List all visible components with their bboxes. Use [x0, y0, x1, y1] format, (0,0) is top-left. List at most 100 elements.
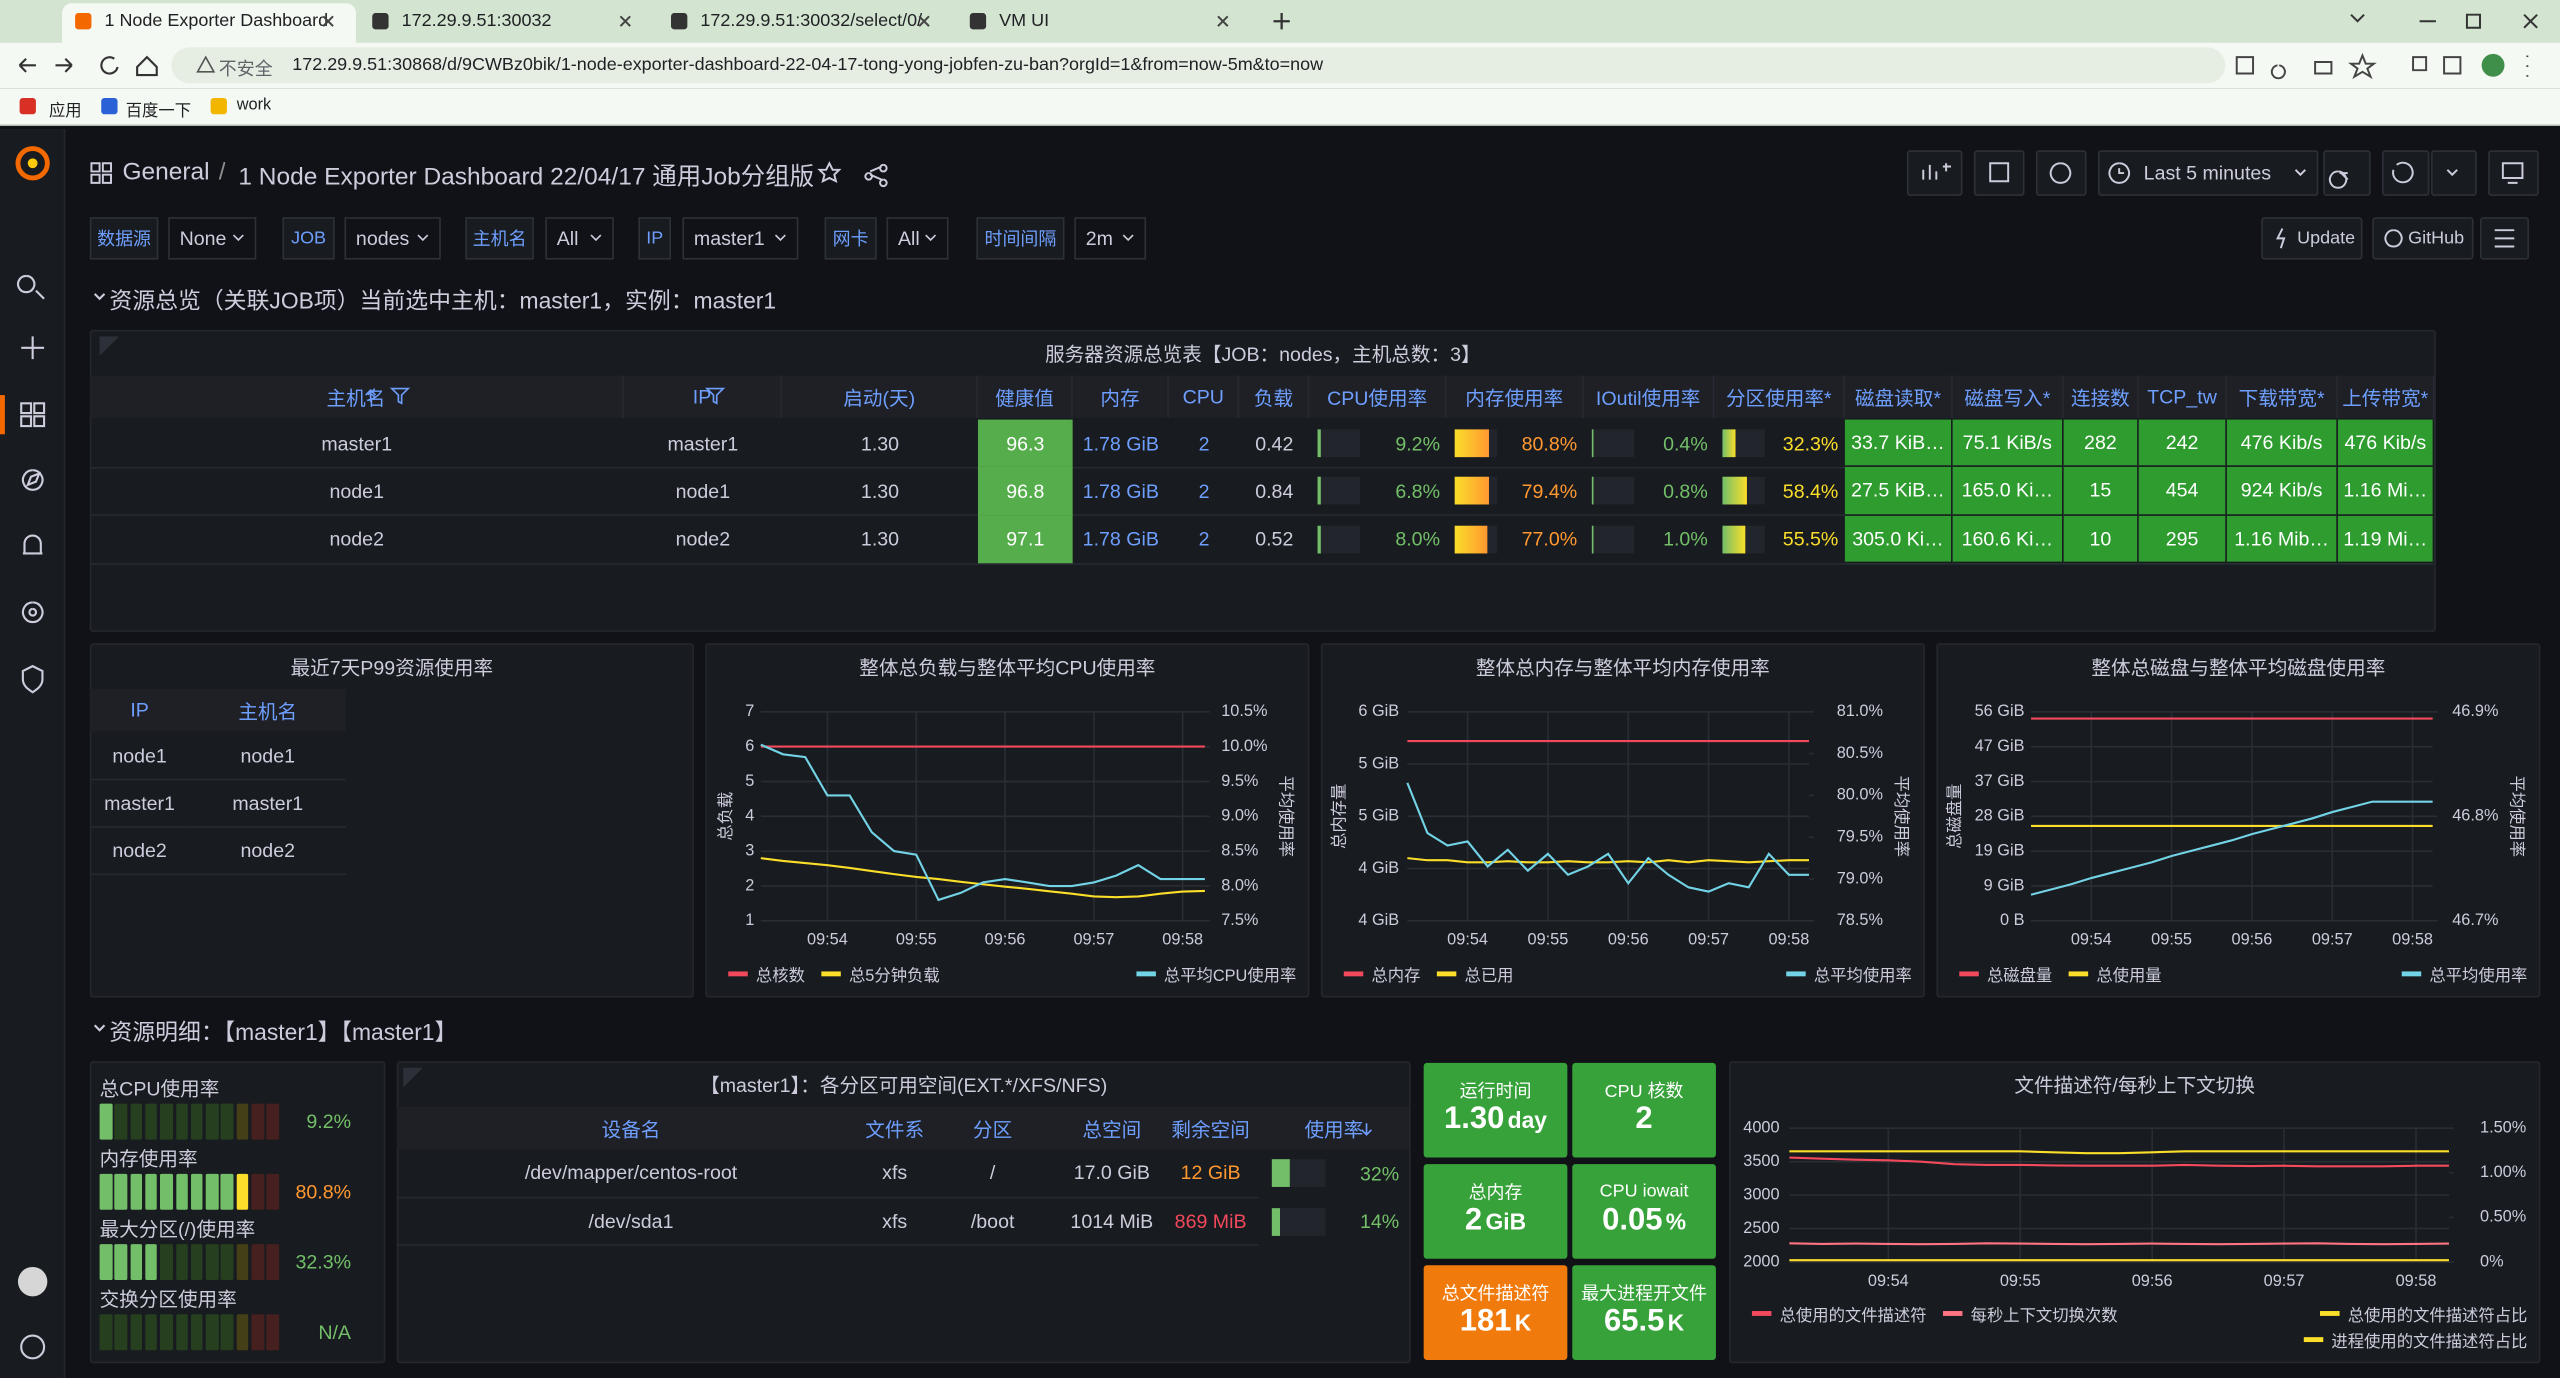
gauge-segment	[205, 1103, 219, 1140]
legend-item[interactable]: 总使用量	[2068, 962, 2162, 986]
table-cell: 2	[1198, 479, 1210, 503]
table-cell: 96.3	[977, 419, 1073, 468]
gauge-segment	[114, 1103, 128, 1140]
gauge-segment	[129, 1173, 143, 1210]
legend-item[interactable]: 总已用	[1436, 962, 1513, 986]
gauge-segment	[145, 1173, 158, 1210]
address-field[interactable]	[171, 47, 2226, 84]
gauge-segment	[99, 1173, 112, 1210]
header-button[interactable]	[2480, 217, 2529, 260]
column-header[interactable]: CPU使用率	[1309, 375, 1447, 418]
legend-item[interactable]: 总使用的文件描述符	[1751, 1301, 1927, 1326]
column-header[interactable]: 内存使用率	[1447, 375, 1584, 418]
column-header[interactable]: IOutil使用率	[1584, 375, 1715, 418]
column-header[interactable]: 文件系	[865, 1117, 925, 1141]
column-header[interactable]: 使用率	[1304, 1117, 1364, 1141]
bar-gauge-fill	[1454, 477, 1489, 505]
table-cell: xfs	[865, 1149, 925, 1198]
stat-tile	[1572, 1062, 1716, 1158]
column-header[interactable]: 下载带宽*	[2227, 375, 2338, 418]
gauge-segment	[129, 1103, 143, 1140]
gauge-value: 80.8%	[295, 1180, 352, 1204]
gauge-cell-text: 55.5%	[1782, 527, 1839, 551]
variable-select[interactable]	[1074, 217, 1147, 260]
legend-label: 总平均使用率	[1813, 968, 1912, 987]
column-header[interactable]: 主机名	[238, 699, 298, 723]
table-cell: 869 MiB	[1162, 1198, 1259, 1246]
variable-select[interactable]	[886, 217, 949, 260]
toolbar-button[interactable]	[1906, 150, 1963, 196]
stat-value-wrap: 181 K	[1424, 1304, 1568, 1346]
gauge-segment	[221, 1103, 234, 1140]
legend-item[interactable]: 总平均CPU使用率	[1136, 962, 1296, 986]
toolbar-button[interactable]	[1973, 150, 2025, 196]
variable-select[interactable]	[344, 217, 441, 260]
column-header[interactable]: 磁盘读取*	[1845, 375, 1953, 418]
table-cell: 305.0 Ki…	[1844, 515, 1953, 564]
bar-gauge-fill	[1317, 477, 1321, 505]
column-header[interactable]: 内存	[1073, 375, 1169, 418]
legend-item[interactable]: 总平均使用率	[2401, 962, 2528, 987]
bookmark: work	[236, 96, 272, 115]
legend: 总平均使用率	[2401, 962, 2528, 987]
toolbar-button[interactable]	[2382, 150, 2430, 196]
table-cell: /dev/sda1	[396, 1198, 866, 1246]
column-header[interactable]: 上传带宽*	[2338, 375, 2435, 418]
column-header[interactable]: 负载	[1239, 375, 1310, 418]
variable-select[interactable]	[545, 217, 614, 260]
table-cell: xfs	[865, 1198, 925, 1246]
bar-gauge-fill	[1271, 1207, 1280, 1236]
column-header[interactable]: 总空间	[1082, 1117, 1142, 1141]
table-cell: 1.78 GiB	[1082, 432, 1159, 455]
legend-item[interactable]: 每秒上下文切换次数	[1942, 1301, 2118, 1326]
column-header[interactable]: 分区	[973, 1117, 1013, 1141]
legend-item[interactable]: 总平均使用率	[1786, 962, 1912, 986]
stat-value: 181	[1459, 1304, 1512, 1339]
row-chevron	[93, 1024, 106, 1032]
toolbar-button[interactable]	[2035, 150, 2087, 196]
tab[interactable]	[62, 3, 356, 43]
legend-item[interactable]: 进程使用的文件描述符占比	[2303, 1327, 2527, 1352]
column-header[interactable]: IP	[624, 375, 783, 418]
column-header[interactable]: 主机名	[90, 375, 624, 418]
column-header[interactable]: 健康值	[978, 375, 1073, 418]
column-header[interactable]: 设备名	[601, 1117, 661, 1141]
legend: 进程使用的文件描述符占比	[2303, 1327, 2527, 1352]
legend-swatch	[1343, 971, 1364, 977]
chart-title: 整体总内存与整体平均内存使用率	[1475, 655, 1770, 679]
variable-value: All	[556, 226, 579, 250]
column-header[interactable]: CPU	[1169, 375, 1240, 418]
legend-swatch	[1959, 971, 1979, 977]
toolbar-button[interactable]	[2488, 150, 2539, 196]
gauge-segment	[160, 1103, 173, 1140]
gauge-segment	[251, 1314, 264, 1351]
column-header[interactable]: 启动(天)	[782, 375, 978, 418]
table-cell: master1	[89, 780, 190, 828]
column-header[interactable]: 连接数	[2064, 375, 2139, 418]
gauge-segment	[266, 1103, 279, 1140]
legend-label: 总平均使用率	[2429, 968, 2528, 987]
column-header[interactable]: IP	[130, 698, 149, 722]
column-header[interactable]: 剩余空间	[1171, 1117, 1250, 1141]
column-header[interactable]: 磁盘写入*	[1953, 375, 2064, 418]
gauge-value: 9.2%	[306, 1110, 352, 1134]
legend-item[interactable]: 总5分钟负载	[821, 962, 940, 986]
stat-tile	[1423, 1265, 1568, 1360]
gauge-cell-text: 32%	[1359, 1161, 1400, 1185]
toolbar-button[interactable]	[2323, 150, 2371, 196]
stat-title: CPU 核数	[1604, 1082, 1684, 1103]
bar-gauge-track	[1591, 477, 1635, 505]
gauge-segment	[175, 1173, 188, 1210]
tab-title: 172.29.9.51:30032/select/0/	[700, 11, 923, 32]
variable-value: None	[179, 226, 227, 250]
chart-title: 整体总磁盘与整体平均磁盘使用率	[2091, 655, 2386, 679]
legend-item[interactable]: 总使用的文件描述符占比	[2320, 1301, 2527, 1326]
column-header[interactable]: TCP_tw	[2139, 375, 2227, 418]
gauge-segment	[160, 1314, 173, 1351]
legend-item[interactable]: 总内存	[1343, 962, 1420, 986]
legend-item[interactable]: 总磁盘量	[1959, 962, 2052, 986]
bookmark: 应用	[48, 102, 82, 121]
legend-item[interactable]: 总核数	[728, 962, 805, 986]
toolbar-button[interactable]	[2431, 150, 2477, 196]
column-header[interactable]: 分区使用率*	[1714, 375, 1845, 418]
